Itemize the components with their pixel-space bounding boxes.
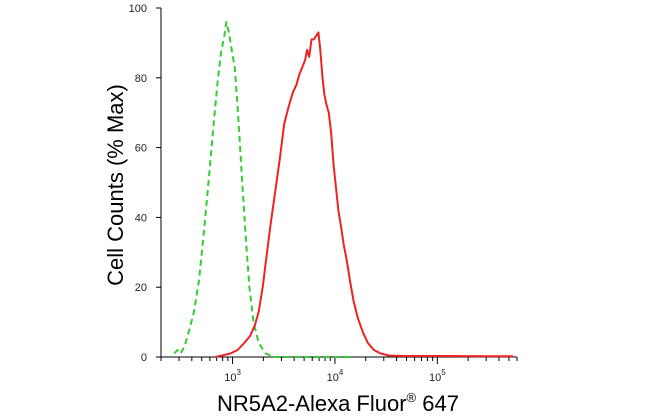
y-tick-label: 60: [135, 143, 147, 155]
x-axis-title-superscript: ®: [407, 390, 417, 405]
sample-histogram-line: [215, 31, 514, 358]
y-tick-label: 100: [129, 3, 147, 15]
y-axis-title: Cell Counts (% Max): [103, 84, 128, 286]
series-layer: [173, 21, 514, 358]
x-axis-title-tail: 647: [416, 391, 459, 416]
control-histogram-line: [173, 21, 353, 358]
x-axis-title-main: NR5A2-Alexa Fluor: [217, 391, 407, 416]
x-tick-label: 103: [224, 368, 241, 384]
y-axis: 0 20 40 60 80 100: [129, 3, 162, 364]
x-tick-label: 105: [429, 368, 446, 384]
x-axis-title: NR5A2-Alexa Fluor® 647: [217, 390, 459, 416]
x-tick-label: 104: [327, 368, 344, 384]
y-tick-label: 40: [135, 212, 147, 224]
y-tick-label: 0: [141, 352, 147, 364]
y-tick-label: 20: [135, 282, 147, 294]
y-tick-label: 80: [135, 73, 147, 85]
